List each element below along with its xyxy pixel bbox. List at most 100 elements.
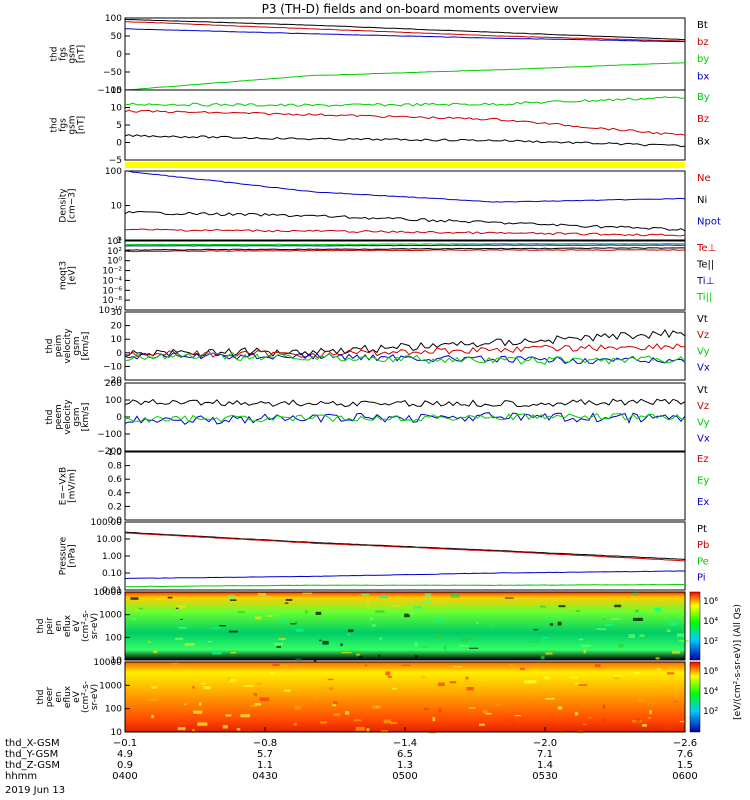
- y-tick-label: 30: [111, 308, 123, 318]
- spectrogram-cell: [126, 666, 133, 668]
- legend-Vy: Vy: [697, 346, 710, 357]
- series-line: [124, 413, 686, 423]
- spectrogram-cell: [401, 636, 404, 640]
- spectrogram-cell: [479, 723, 485, 726]
- spectrogram-cell: [613, 676, 620, 680]
- spectrogram-cell: [278, 638, 286, 640]
- spectrogram-cell: [647, 702, 655, 704]
- spectrogram-cell: [222, 725, 228, 729]
- spectrogram-cell: [236, 727, 241, 731]
- y-axis-label: peim: [54, 335, 64, 358]
- y-tick-label: 5: [116, 121, 122, 131]
- spectrogram-cell: [156, 597, 161, 601]
- spectrogram-cell: [240, 714, 251, 718]
- spectrogram-cell: [361, 593, 370, 597]
- spectrogram-cell: [684, 716, 694, 719]
- spectrogram-cell: [639, 634, 645, 637]
- spectrogram-cell: [469, 647, 479, 649]
- spectrogram-cell: [481, 686, 485, 689]
- y-tick-label: 10⁻¹⁰: [99, 306, 123, 316]
- panel-electrons: 10⁶ 10⁴ 10² 10000 1000 100 10 thd peer en eflux eV(…: [36, 658, 718, 738]
- spectrogram-cell: [438, 708, 442, 713]
- panel-density: 100 10 1 Density [cm−3] Ne Ni Npot: [59, 167, 721, 246]
- spectrogram-cell: [482, 710, 488, 714]
- spectrogram-cell: [545, 697, 555, 700]
- y-axis-label: gsm: [68, 115, 78, 134]
- spectrogram-cell: [581, 644, 591, 647]
- spectrogram-cell: [341, 652, 352, 654]
- y-axis-label: gsm: [72, 336, 82, 355]
- spectrogram-cell: [445, 637, 448, 640]
- spectrogram-cell: [340, 643, 343, 647]
- spectrogram-cell: [545, 652, 553, 655]
- series-line: [124, 243, 686, 246]
- spectrogram-cell: [385, 671, 391, 676]
- series-line: [124, 228, 686, 237]
- spectrogram-cell: [557, 706, 563, 710]
- colorbar-tick: 10⁴: [703, 687, 718, 697]
- spectrogram-cell: [436, 617, 442, 622]
- spectrogram-cell: [401, 664, 411, 666]
- panel-frame: [124, 240, 686, 311]
- y-axis-label: velocity: [63, 399, 73, 435]
- spectrogram-cell: [610, 618, 620, 621]
- spectrogram-cell: [284, 602, 289, 604]
- y-axis-label: fgs: [59, 118, 69, 132]
- colorbar-tick: 10⁶: [703, 667, 718, 677]
- y-axis-label: peem: [54, 404, 64, 430]
- spectrogram-cell: [247, 731, 252, 734]
- spectrogram-cell: [449, 681, 457, 684]
- spectrogram-cell: [421, 646, 430, 648]
- y-axis-label: [cm−3]: [68, 188, 78, 222]
- x-row-value: −2.0: [533, 738, 557, 749]
- legend-Bt: Bt: [697, 20, 708, 31]
- y-tick-label: 0.01: [102, 586, 122, 596]
- spectrogram-cell: [332, 703, 336, 707]
- y-tick-label: 0: [116, 139, 122, 149]
- y-tick-label: 50: [111, 32, 123, 42]
- spectrogram-cell: [378, 654, 381, 657]
- y-tick-label: 10⁻²: [102, 267, 122, 277]
- spectrogram-cell: [509, 664, 513, 667]
- spectrogram-cell: [284, 689, 291, 692]
- date-label: 2019 Jun 13: [5, 785, 65, 796]
- spectrogram-cell: [355, 726, 365, 731]
- y-tick-label: 0: [116, 349, 122, 359]
- spectrogram-cell: [347, 629, 354, 633]
- spectrogram-cell: [539, 605, 546, 608]
- x-row-value: 5.7: [257, 749, 273, 760]
- spectrogram-cell: [413, 606, 423, 609]
- spectrogram-cell: [594, 664, 601, 668]
- spectrogram-cell: [321, 687, 328, 690]
- y-tick-label: 10⁻⁸: [102, 296, 122, 306]
- spectrogram-cell: [354, 719, 362, 722]
- spectrogram-cell: [227, 678, 236, 683]
- x-row-value: 0500: [392, 771, 417, 782]
- spectrogram-cell: [153, 650, 158, 654]
- spectrogram-cell: [304, 610, 308, 614]
- spectrogram-cell: [678, 639, 686, 642]
- spectrogram-cell: [234, 594, 240, 596]
- panel-vele: 200 100 0 −100 −200 thd peem velocity gsm [km/s] V…: [45, 379, 710, 457]
- spectrogram-cell: [167, 596, 173, 599]
- series-line: [124, 531, 686, 560]
- spectrogram-cell: [632, 617, 643, 621]
- y-axis-label: [km/s]: [81, 403, 91, 432]
- spectrogram-cell: [160, 596, 166, 600]
- series-line: [124, 352, 686, 366]
- spectrogram-cell: [219, 625, 226, 627]
- y-axis-label: [nT]: [77, 45, 87, 63]
- legend-Pi: Pi: [697, 572, 706, 583]
- spectrogram-cell: [200, 682, 206, 685]
- spectrogram-cell: [676, 633, 685, 637]
- y-axis-label: fgs: [59, 47, 69, 61]
- x-row-value: 7.6: [677, 749, 693, 760]
- spectrogram-cell: [574, 711, 579, 716]
- spectrogram-cell: [366, 601, 370, 605]
- x-row-value: 0430: [252, 771, 277, 782]
- spectrogram-cell: [332, 701, 338, 705]
- y-tick-label: 100: [105, 167, 122, 177]
- legend-Pt: Pt: [697, 524, 707, 535]
- x-row-value: 6.5: [397, 749, 413, 760]
- spectrogram-cell: [582, 723, 587, 726]
